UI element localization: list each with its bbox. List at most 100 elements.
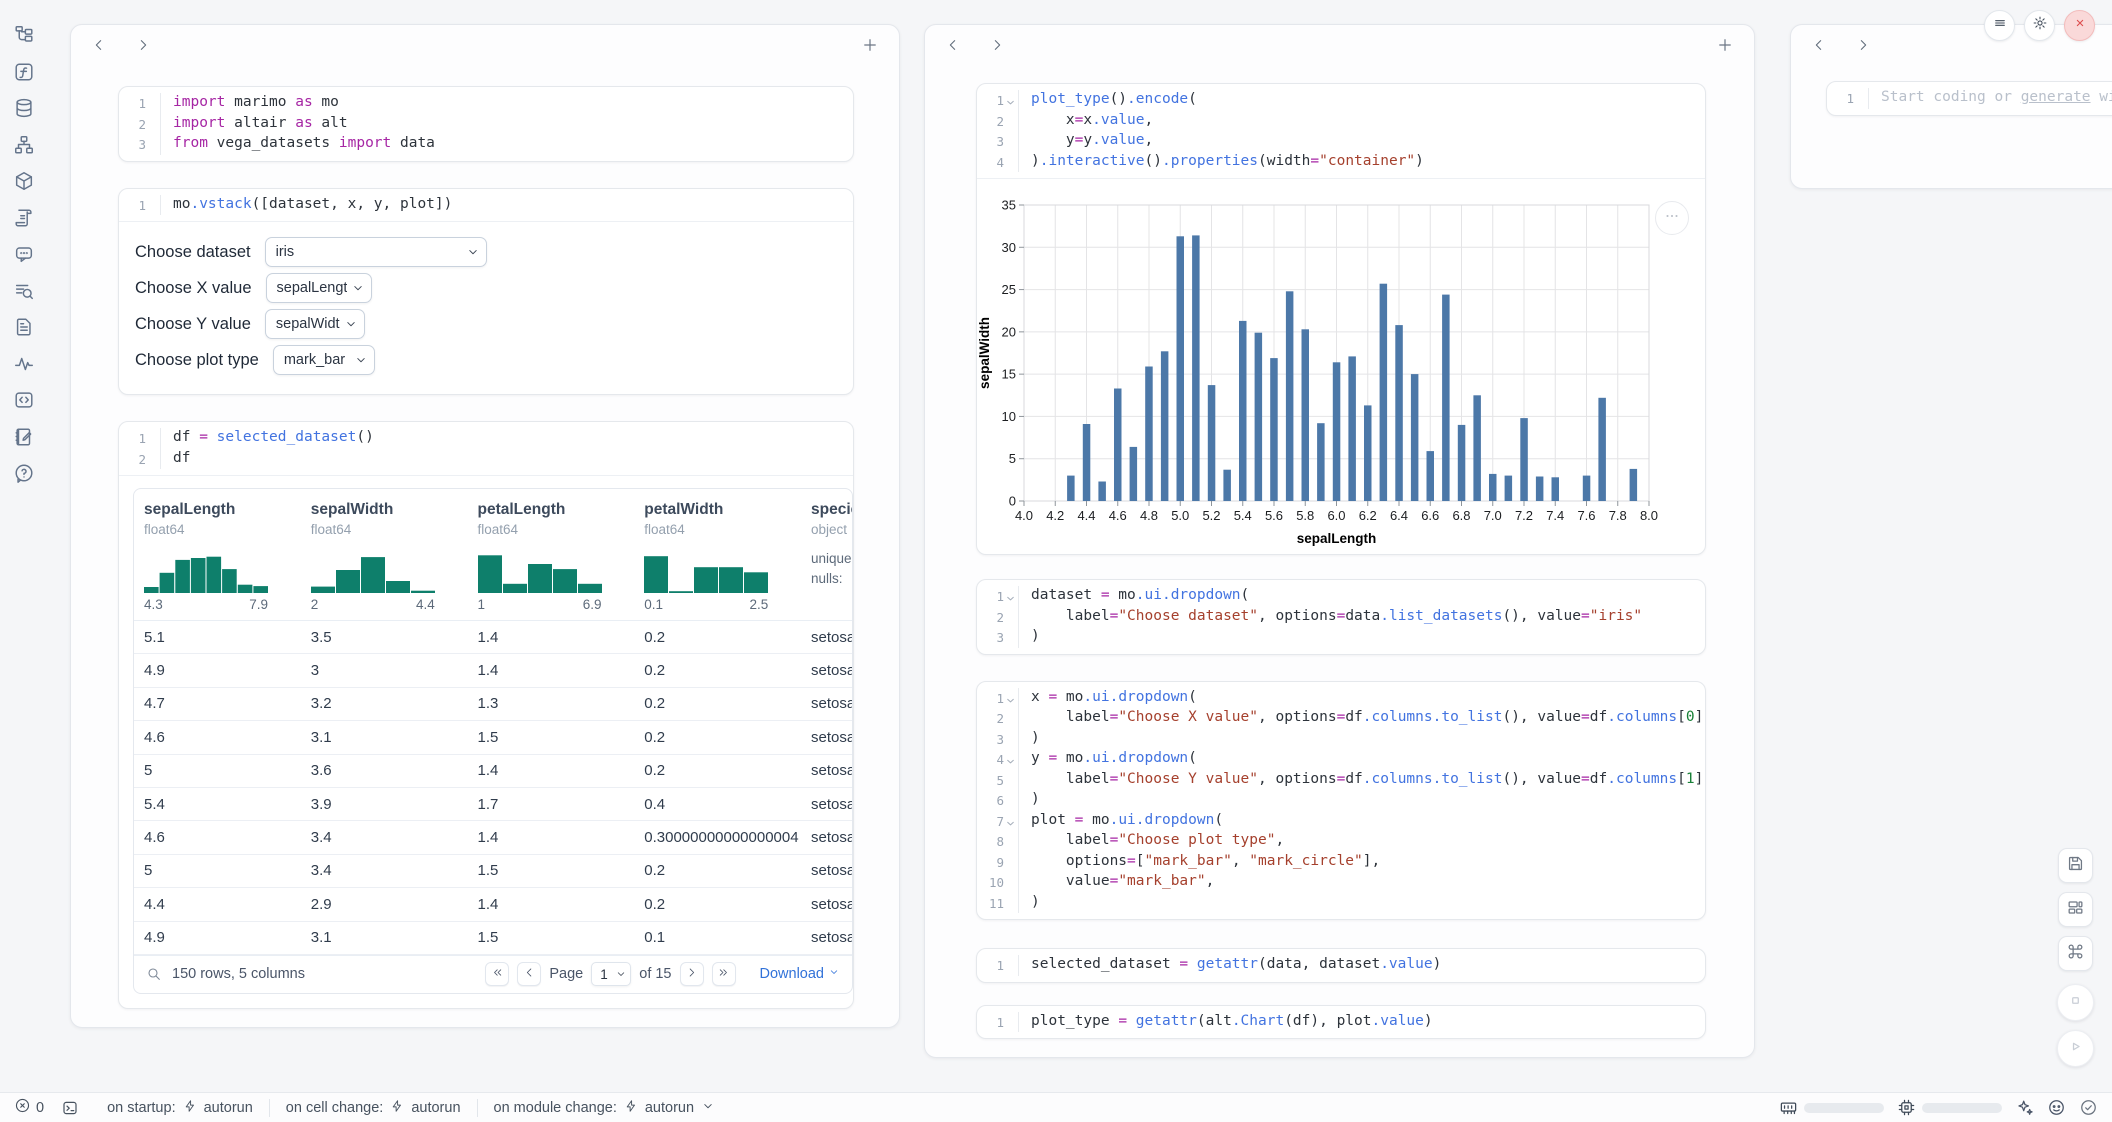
shutdown-icon [2072,15,2088,36]
code-editor[interactable]: 1plot_type().encode(2 x=x.value,3 y=y.va… [977,84,1705,178]
code-line: 3) [977,729,1705,750]
column-header[interactable]: sepalLength float64 4.37.9 [144,501,311,612]
add-cell-button[interactable] [1716,36,1734,54]
prev-page-button[interactable] [517,962,541,986]
chevron-down-icon [828,966,840,982]
sidebar-item-snippets[interactable] [13,316,35,338]
code-line: 8 label="Choose plot type", [977,831,1705,852]
fold-chevron-icon[interactable] [1005,590,1016,601]
sidebar-item-notebook[interactable] [13,426,35,448]
ai-sparkles-icon[interactable] [2015,1098,2034,1117]
download-button[interactable]: Download [760,966,841,982]
last-page-button[interactable] [712,962,736,986]
column-name: sepalWidth [311,501,478,519]
chart-menu-button[interactable] [1655,201,1689,235]
layout-button[interactable] [2058,892,2093,927]
shutdown-button[interactable] [2064,10,2095,41]
code-editor[interactable]: 1dataset = mo.ui.dropdown(2 label="Choos… [977,580,1705,654]
code-editor[interactable]: 1 Start coding or generate with AI [1827,82,2112,115]
code-editor[interactable]: 1x = mo.ui.dropdown(2 label="Choose X va… [977,682,1705,920]
svg-text:25: 25 [1002,282,1016,297]
code-line: 11) [977,893,1705,914]
chevron-right-icon[interactable] [989,37,1005,53]
column-type: float64 [311,522,478,537]
menu-icon [1992,15,2008,36]
run-button[interactable] [2057,1030,2094,1067]
sidebar-item-database[interactable] [13,97,35,119]
bolt-icon [624,1099,638,1117]
code-line: 2 label="Choose X value", options=df.col… [977,708,1705,729]
sidebar-item-tracing[interactable] [13,353,35,375]
error-count-badge[interactable]: 0 [14,1097,44,1118]
logs-icon [13,216,35,233]
sidebar-item-logs[interactable] [13,207,35,229]
next-page-button[interactable] [680,962,704,986]
column-header[interactable]: species object unique:nulls: [811,501,853,612]
code-editor[interactable]: 1plot_type = getattr(alt.Chart(df), plot… [977,1006,1705,1039]
code-editor[interactable]: 1mo.vstack([dataset, x, y, plot]) [119,189,853,222]
column-header[interactable]: petalWidth float64 0.12.5 [644,501,811,612]
chevron-left-icon[interactable] [1811,37,1827,53]
command-button[interactable] [2058,936,2093,971]
sidebar-item-help[interactable] [13,462,35,484]
add-cell-button[interactable] [861,36,879,54]
runtime-setting-0[interactable]: on startup: autorun [91,1099,269,1117]
code-line: 4).interactive().properties(width="conta… [977,152,1705,173]
bot-icon[interactable] [2047,1098,2066,1117]
cell-output: 4.04.24.44.64.85.05.25.45.65.86.06.26.46… [977,178,1705,554]
column-header[interactable]: sepalWidth float64 24.4 [311,501,478,612]
sidebar-item-package[interactable] [13,170,35,192]
column-type: float64 [144,522,311,537]
table-row: 4.73.21.30.2setosa [134,688,852,721]
fold-chevron-icon[interactable] [1005,692,1016,703]
sidebar-item-scratchpad[interactable] [13,280,35,302]
altair-bar-chart[interactable]: 4.04.24.44.64.85.05.25.45.65.86.06.26.46… [977,179,1705,555]
x-select[interactable]: sepalLength [266,273,372,303]
chat-icon [13,252,35,269]
page-select[interactable]: 1 [591,962,631,986]
code-editor[interactable]: 1df = selected_dataset()2df [119,422,853,475]
code-editor[interactable]: 1selected_dataset = getattr(data, datase… [977,949,1705,982]
stop-button[interactable] [2057,984,2094,1021]
plot-select[interactable]: mark_bar [273,345,375,375]
sidebar-item-code[interactable] [13,389,35,411]
settings-button[interactable] [2024,10,2055,41]
connection-status-icon[interactable] [2079,1098,2098,1117]
sidebar-item-chat[interactable] [13,243,35,265]
runtime-setting-2[interactable]: on module change: autorun [478,1099,732,1117]
fold-chevron-icon[interactable] [1005,815,1016,826]
page-label: Page [549,966,583,982]
menu-button[interactable] [1984,10,2015,41]
fold-chevron-icon[interactable] [1005,94,1016,105]
svg-text:5.2: 5.2 [1202,508,1220,523]
sidebar-item-file-tree[interactable] [13,24,35,46]
column-type: object [811,522,853,537]
fold-chevron-icon[interactable] [1005,753,1016,764]
terminal-icon[interactable] [61,1099,79,1117]
chevron-left-icon[interactable] [91,37,107,53]
table-cell: 1.7 [478,796,645,813]
notebook-icon [13,435,35,452]
save-button[interactable] [2058,848,2093,883]
column-stats: unique:nulls: [811,549,853,589]
runtime-setting-1[interactable]: on cell change: autorun [270,1099,477,1117]
sidebar-item-dependency-graph[interactable] [13,134,35,156]
column-header[interactable]: petalLength float64 16.9 [478,501,645,612]
table-cell: 3.6 [311,762,478,779]
y-select[interactable]: sepalWidth [265,309,365,339]
row-count-summary: 150 rows, 5 columns [172,966,305,982]
svg-text:4.6: 4.6 [1109,508,1127,523]
chevron-left-icon[interactable] [945,37,961,53]
sidebar-item-functions[interactable] [13,61,35,83]
svg-text:4.8: 4.8 [1140,508,1158,523]
chevron-right-icon [685,966,698,983]
code-editor[interactable]: 1import marimo as mo2import altair as al… [119,87,853,161]
dataset-select[interactable]: iris [265,237,487,267]
stop-icon [2066,991,2085,1015]
scratchpad-icon [13,289,35,306]
help-icon [13,471,35,488]
chevron-right-icon[interactable] [135,37,151,53]
chevron-down-icon [701,1099,715,1117]
first-page-button[interactable] [485,962,509,986]
chevron-right-icon[interactable] [1855,37,1871,53]
